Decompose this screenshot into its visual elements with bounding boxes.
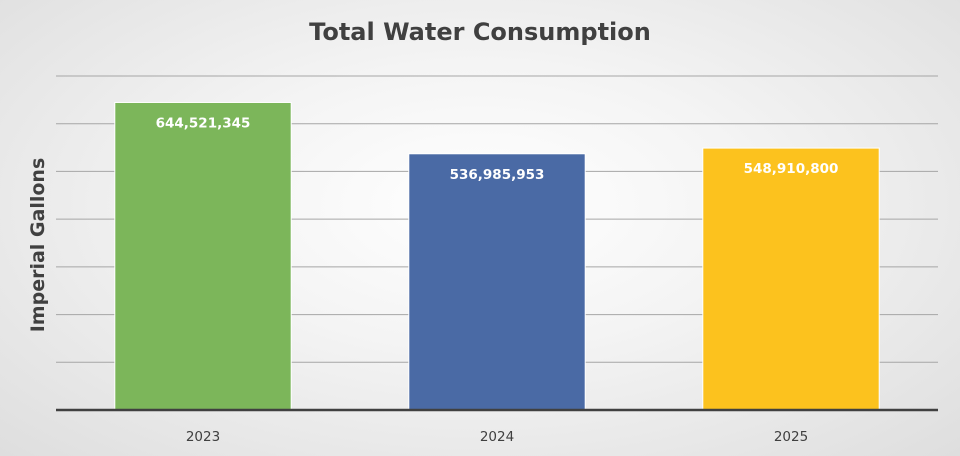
bar-2023 xyxy=(114,101,292,411)
data-label-2025: 548,910,800 xyxy=(744,161,839,177)
bars xyxy=(114,101,880,411)
x-tick-2024: 2024 xyxy=(480,429,514,445)
data-labels: 644,521,345 536,985,953 548,910,800 xyxy=(156,115,839,182)
x-tick-2023: 2023 xyxy=(186,429,220,445)
chart-title: Total Water Consumption xyxy=(309,18,651,46)
bar-2025 xyxy=(702,147,880,411)
x-tick-2025: 2025 xyxy=(774,429,808,445)
data-label-2024: 536,985,953 xyxy=(450,167,545,183)
bar-2024 xyxy=(408,153,586,411)
x-tick-labels: 2023 2024 2025 xyxy=(186,429,808,445)
data-label-2023: 644,521,345 xyxy=(156,115,251,131)
